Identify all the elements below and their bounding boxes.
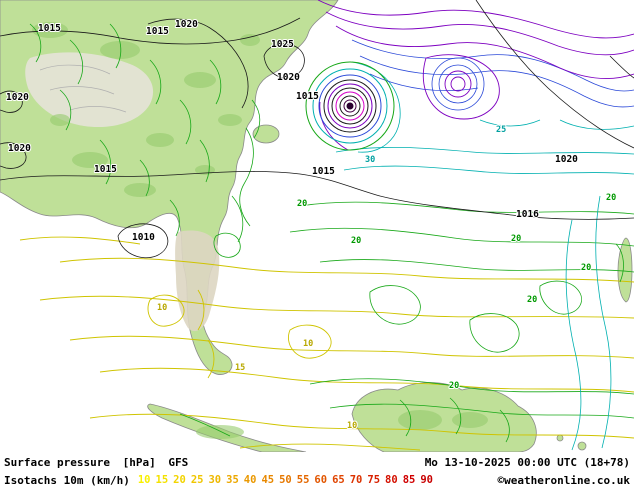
legend-value-55: 55 bbox=[296, 474, 310, 486]
hainan-island bbox=[252, 124, 280, 144]
pressure-label: 1020 bbox=[555, 154, 578, 165]
legend-value-60: 60 bbox=[314, 474, 328, 486]
pressure-label: 1015 bbox=[94, 164, 117, 175]
isotach-label: 20 bbox=[449, 381, 459, 391]
weather-map: 1015 1015 1020 1020 1025 1020 1015 1020 1015 1015… bbox=[0, 0, 634, 452]
isotach-label: 25 bbox=[496, 125, 506, 135]
pressure-label: 1010 bbox=[132, 232, 155, 243]
map-title-model: GFS bbox=[168, 455, 189, 469]
legend-value-45: 45 bbox=[261, 474, 275, 486]
elevation-contours bbox=[39, 64, 127, 113]
east-island bbox=[617, 237, 633, 303]
contours-blue bbox=[351, 39, 634, 111]
legend-title: Isotachs 10m (km/h) bbox=[4, 473, 130, 487]
isotach-label: 30 bbox=[365, 155, 375, 165]
legend-row: Isotachs 10m (km/h) 10 15 20 25 30 35 40 45 50 55… bbox=[4, 471, 630, 489]
pressure-label: 1015 bbox=[38, 23, 61, 34]
legend-value-30: 30 bbox=[208, 474, 222, 486]
borneo-island bbox=[351, 382, 537, 452]
legend-value-70: 70 bbox=[349, 474, 363, 486]
legend-value-35: 35 bbox=[226, 474, 239, 486]
isotach-label: 10 bbox=[303, 339, 313, 349]
pressure-label: 1020 bbox=[277, 72, 300, 83]
legend-value-80: 80 bbox=[385, 474, 398, 486]
isotach-label: 20 bbox=[351, 236, 361, 246]
legend-value-90: 90 bbox=[420, 474, 433, 486]
legend-value-20: 20 bbox=[173, 474, 186, 486]
legend-value-10: 10 bbox=[137, 474, 151, 486]
isotach-label: 20 bbox=[297, 199, 307, 209]
footer-title-row: Surface pressure [hPa] GFS Mo 13-10-2025… bbox=[4, 453, 630, 471]
isotach-label: 20 bbox=[527, 295, 537, 305]
typhoon-symbol bbox=[305, 61, 395, 151]
isotach-label: 20 bbox=[581, 263, 591, 273]
pressure-label: 1015 bbox=[146, 26, 169, 37]
legend-value-40: 40 bbox=[243, 474, 257, 486]
datetime-label: Mo 13-10-2025 00:00 UTC (18+78) bbox=[424, 455, 630, 469]
isotach-label: 10 bbox=[347, 421, 357, 431]
isotach-contours-yellow bbox=[19, 236, 634, 451]
isotach-legend: 10 15 20 25 30 35 40 45 50 55 60 65 70 75 80 85 90 bbox=[138, 474, 433, 486]
map-title-unit: [hPa] bbox=[122, 455, 156, 469]
legend-value-85: 85 bbox=[402, 474, 416, 486]
pressure-label: 1020 bbox=[8, 143, 31, 154]
contours-purple bbox=[317, 0, 634, 151]
footer: Surface pressure [hPa] GFS Mo 13-10-2025… bbox=[0, 452, 634, 490]
legend-value-25: 25 bbox=[190, 474, 204, 486]
isotach-label: 20 bbox=[606, 193, 616, 203]
map-title: Surface pressure [hPa] GFS bbox=[4, 456, 194, 469]
legend-value-15: 15 bbox=[155, 474, 169, 486]
pressure-label: 1020 bbox=[6, 92, 29, 103]
copyright-link[interactable]: ©weatheronline.co.uk bbox=[497, 473, 630, 487]
pressure-label: 1016 bbox=[516, 209, 539, 220]
terrain-layer bbox=[25, 22, 488, 439]
pressure-label: 1020 bbox=[175, 19, 198, 30]
isotach-label: 20 bbox=[511, 234, 521, 244]
isotach-contours-green bbox=[29, 23, 634, 443]
legend-value-75: 75 bbox=[367, 474, 381, 486]
legend-value-65: 65 bbox=[332, 474, 345, 486]
sumatra-island bbox=[147, 403, 307, 452]
isobar-contours bbox=[0, 0, 634, 259]
pressure-label: 1015 bbox=[296, 91, 319, 102]
legend-value-50: 50 bbox=[279, 474, 292, 486]
isotach-label: 10 bbox=[157, 303, 167, 313]
map-title-text: Surface pressure bbox=[4, 455, 110, 469]
isotach-label: 15 bbox=[235, 363, 245, 373]
pressure-label: 1015 bbox=[312, 166, 335, 177]
pressure-label: 1025 bbox=[271, 39, 294, 50]
